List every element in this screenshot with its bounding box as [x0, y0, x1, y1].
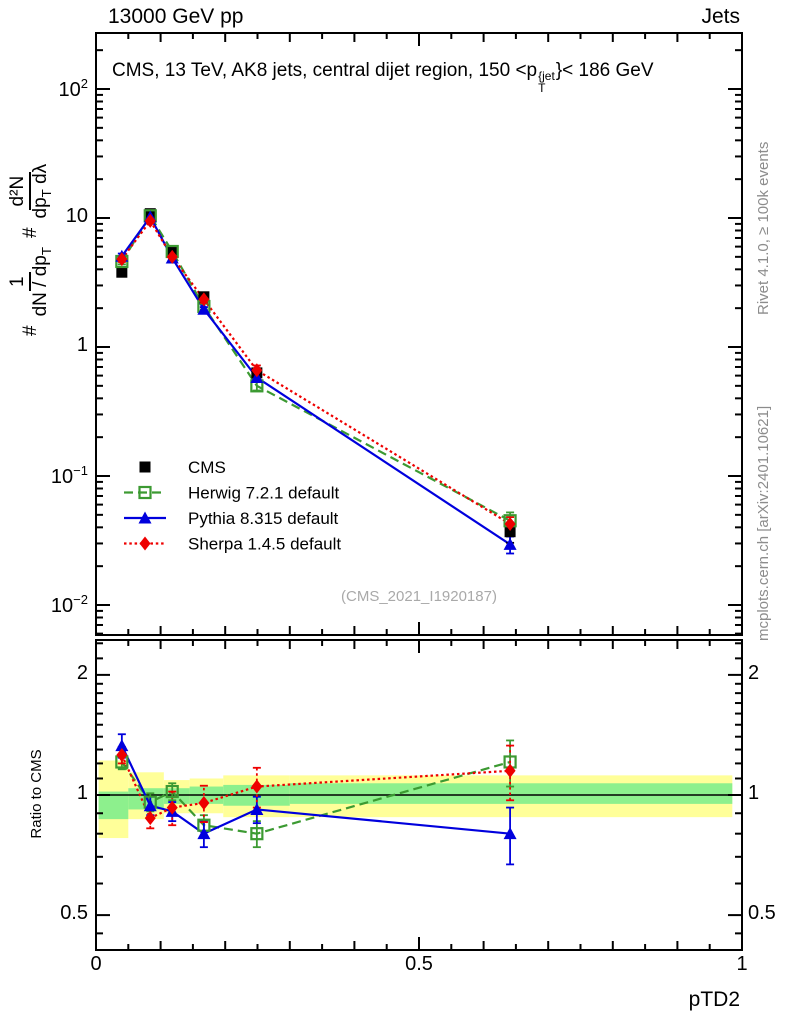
ratio-point-triangle [503, 827, 517, 840]
ratio-point-triangle [143, 799, 157, 812]
ratio-plot-series [115, 733, 517, 866]
ratio-y-tick-label-left: 2 [76, 661, 88, 684]
ratio-point-triangle [197, 827, 211, 840]
legend-marker [138, 485, 152, 500]
ratio-y-tick-label-left: 0.5 [60, 902, 88, 925]
legend: CMS Herwig 7.2.1 default Pythia 8.315 defa… [124, 458, 341, 554]
ratio-point-triangle [250, 802, 264, 815]
plot-title: CMS, 13 TeV, AK8 jets, central dijet reg… [112, 60, 654, 94]
ylabel-frac1-numerator: 1 [7, 272, 31, 292]
ratio-point-diamond [144, 811, 156, 826]
legend-label: Herwig 7.2.1 default [188, 484, 339, 503]
ratio-point-diamond [166, 800, 178, 815]
ratio-point-open-square [250, 827, 264, 841]
data-point-diamond [504, 516, 516, 531]
rivet-version-label: Rivet 4.1.0, ≥ 100k events [755, 141, 772, 315]
legend-label: Sherpa 1.4.5 default [188, 535, 341, 554]
ratio-plot-frame [95, 639, 743, 951]
data-point-diamond [144, 213, 156, 228]
ratio-point-triangle [115, 739, 129, 752]
ratio-y-tick-label-right: 1 [748, 782, 760, 804]
pt-superscript: {jet [538, 69, 555, 83]
main-y-tick-label: 102 [58, 76, 88, 101]
series-line-diamond [120, 218, 511, 525]
x-axis-tick-label: 1 [736, 953, 748, 975]
ratio-point-diamond [251, 779, 263, 794]
legend-label: Pythia 8.315 default [188, 509, 339, 528]
mcplots-reference-label: mcplots.cern.ch [arXiv:2401.10621] [755, 405, 772, 641]
ylabel-fraction-1: 1 dN / dpT [7, 245, 54, 318]
main-y-axis-label: # 1 dN / dpT # d²N dpT dλ [7, 162, 54, 336]
beam-energy-label: 13000 GeV pp [108, 5, 244, 28]
ratio-y-tick-label-right: 2 [748, 661, 760, 684]
legend-marker [139, 461, 151, 473]
legend-marker [138, 511, 152, 524]
x-axis-tick-label: 0 [90, 953, 102, 975]
ratio-point-diamond [198, 795, 210, 810]
data-point-diamond [116, 252, 128, 267]
plot-title-suffix: }< 186 GeV [555, 60, 654, 81]
main-y-tick-label: 10−1 [50, 463, 88, 488]
data-point-square [116, 266, 128, 278]
main-plot-frame [95, 32, 743, 636]
band-green [98, 791, 129, 820]
data-point-triangle [503, 537, 517, 550]
main-y-tick-label: 1 [76, 334, 88, 356]
pt-supsub: {jet T [538, 70, 555, 94]
data-point-square [504, 526, 516, 538]
legend-label: CMS [188, 458, 226, 477]
series-line-open-square [120, 213, 511, 522]
ylabel-frac1-denominator: dN / dpT [29, 247, 54, 317]
legend-marker [139, 536, 151, 551]
data-point-diamond [166, 249, 178, 264]
main-y-tick-label: 10 [65, 205, 88, 227]
ratio-y-tick-label-right: 0.5 [748, 902, 776, 925]
series-line-triangle [120, 214, 511, 546]
x-axis-title: pTD2 [688, 988, 740, 1011]
data-point-diamond [251, 363, 263, 378]
plot-title-text: CMS, 13 TeV, AK8 jets, central dijet reg… [112, 60, 538, 81]
analysis-id-watermark: (CMS_2021_I1920187) [341, 588, 497, 605]
data-point-triangle [197, 302, 211, 315]
x-axis-tick-label: 0.5 [405, 953, 433, 975]
ylabel-hash-2: # [20, 227, 42, 239]
ratio-point-diamond [116, 747, 128, 762]
ratio-line-diamond [120, 754, 511, 820]
analysis-group-label: Jets [701, 5, 740, 28]
band-green [289, 783, 733, 804]
ratio-point-diamond [504, 763, 516, 778]
ratio-point-open-square [165, 784, 179, 799]
data-point-diamond [198, 292, 210, 307]
pt-subscript: T [538, 81, 546, 95]
main-plot-series [115, 208, 517, 555]
main-y-tick-label: 10−2 [50, 592, 88, 617]
ratio-y-tick-label-left: 1 [76, 782, 88, 804]
ratio-line-open-square [120, 760, 511, 835]
